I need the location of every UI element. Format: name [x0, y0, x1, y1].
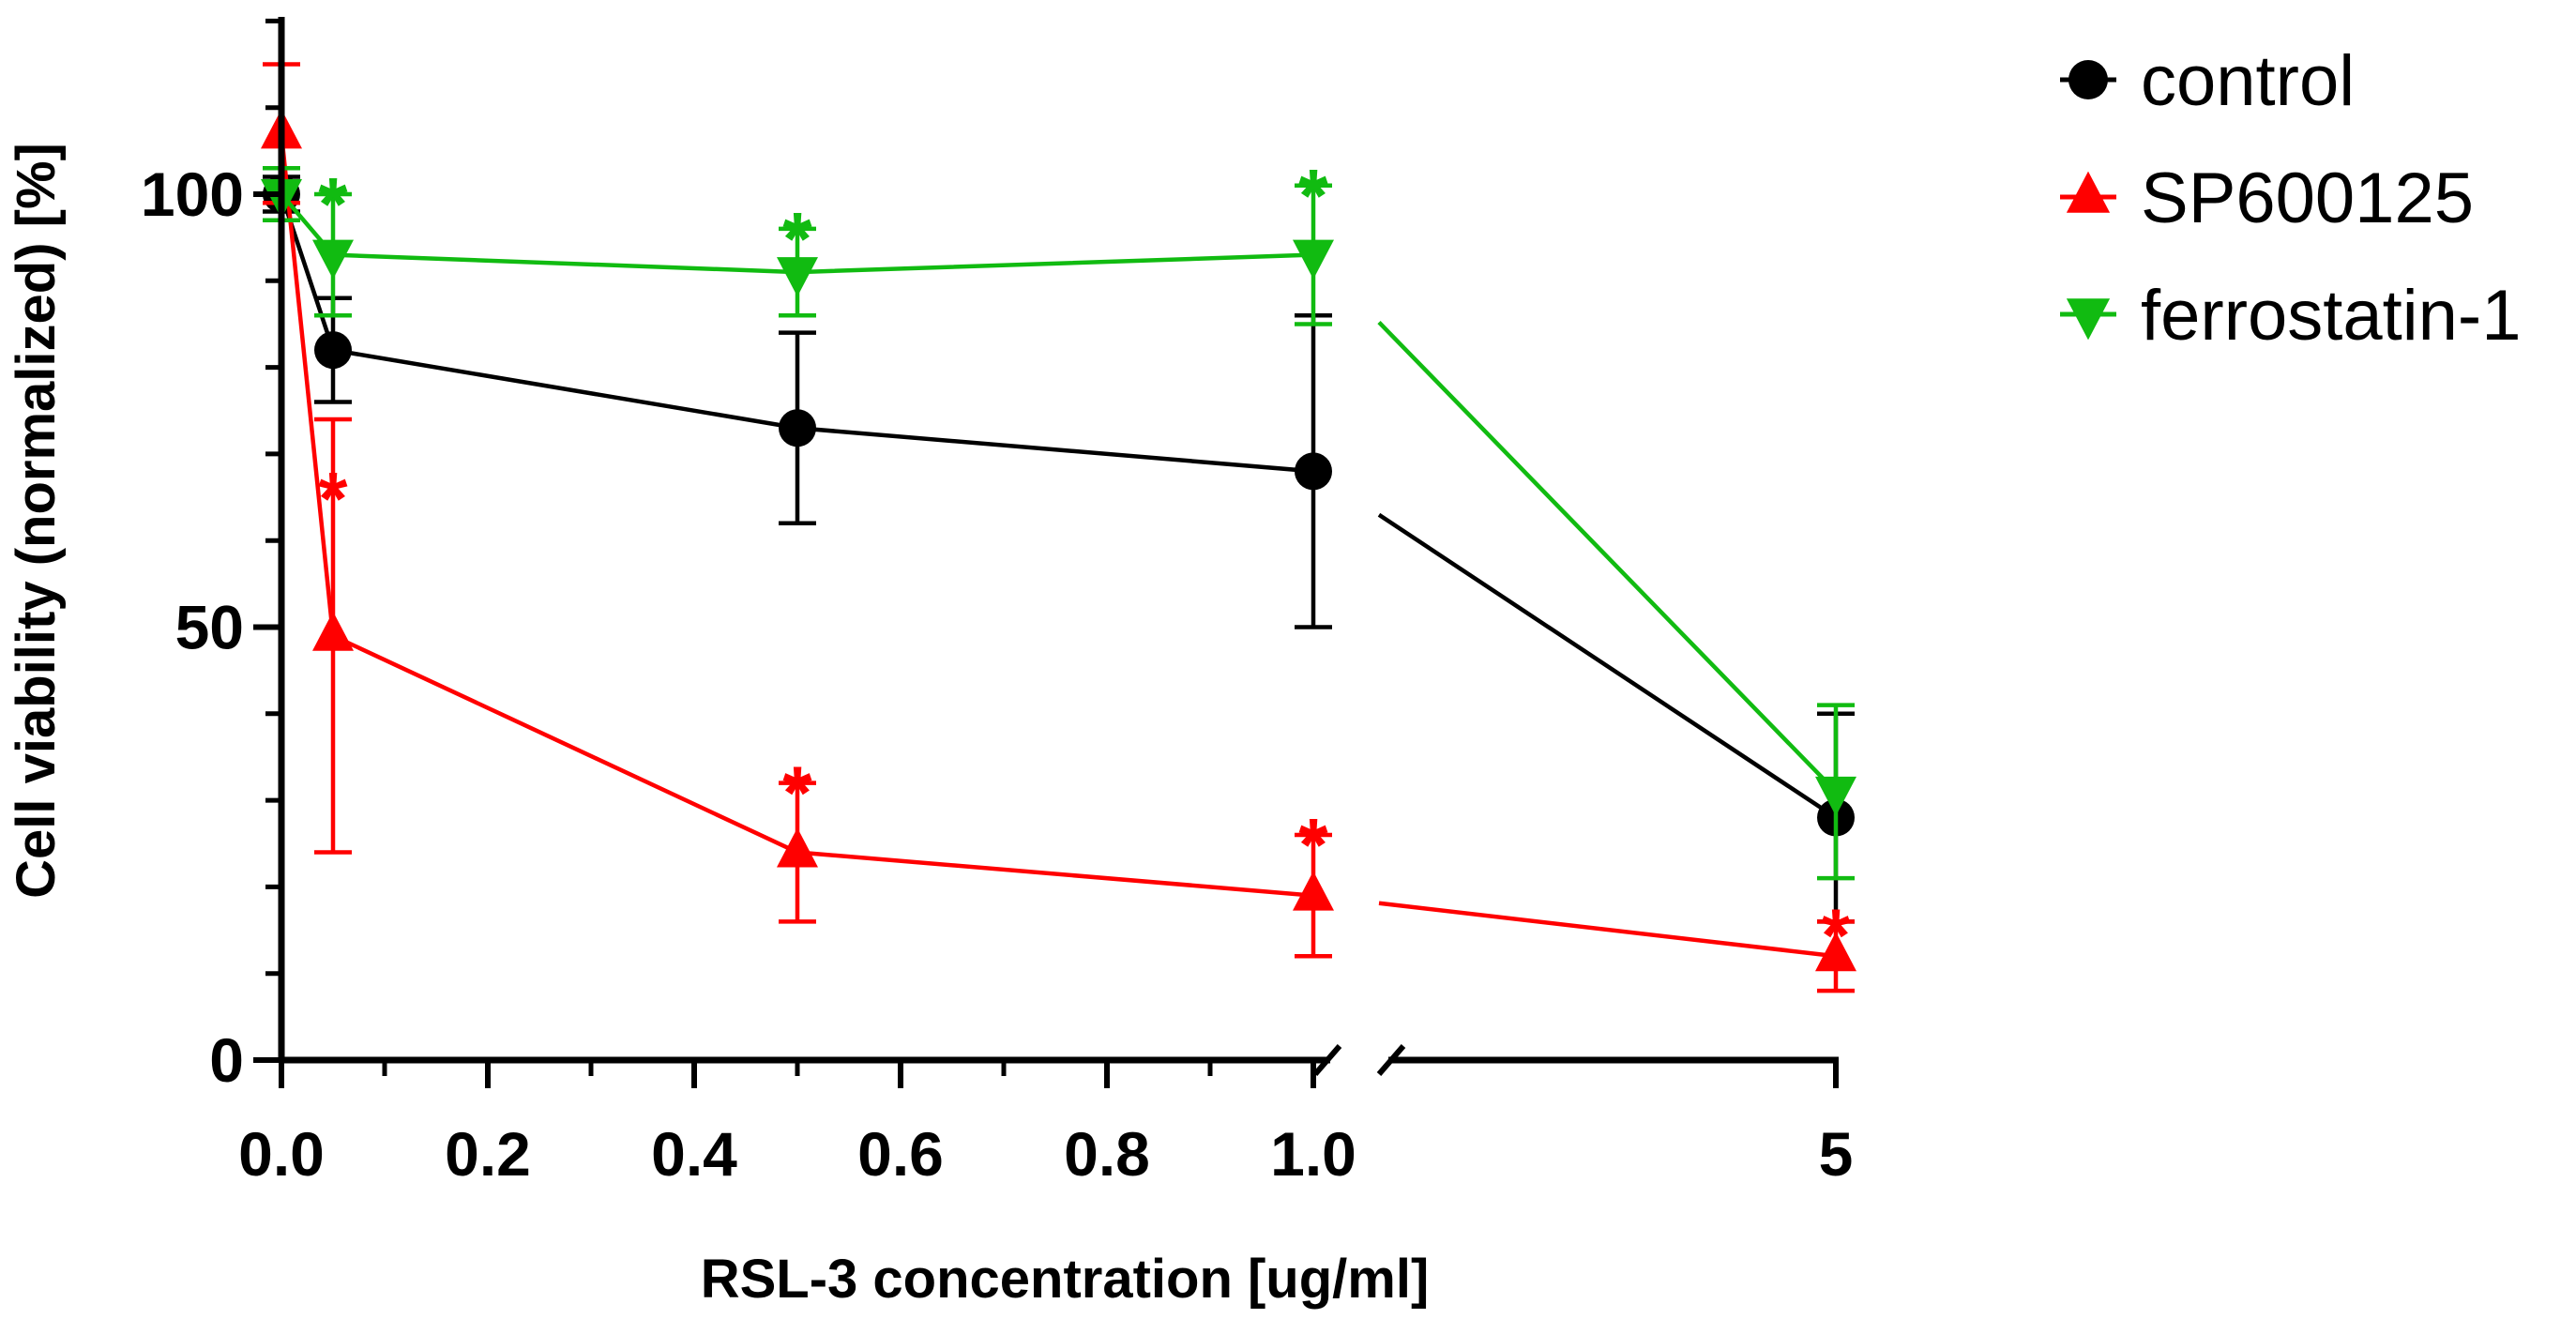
series-line-after-break — [1378, 901, 1837, 959]
legend-label: ferrostatin-1 — [2141, 276, 2522, 356]
significance-star: * — [1298, 803, 1328, 887]
y-axis-title: Cell viability (normalized) [%] — [6, 143, 67, 899]
data-point — [2068, 60, 2108, 99]
series-layer: * * * * * * * — [261, 62, 1856, 993]
data-point — [312, 611, 354, 651]
data-point — [1295, 452, 1332, 491]
legend-item-control: control — [2060, 41, 2355, 121]
significance-star: * — [782, 751, 812, 835]
x-tick-label: 0.6 — [857, 1119, 944, 1189]
axis-break-mark — [1312, 1044, 1342, 1076]
series-line-after-break — [1377, 512, 1838, 820]
series-line — [279, 193, 1314, 474]
legend-label: control — [2141, 41, 2355, 121]
data-point — [1293, 871, 1334, 911]
x-tick-label: 1.0 — [1270, 1119, 1356, 1189]
data-point — [777, 827, 818, 868]
y-tick-label: 100 — [141, 159, 244, 229]
significance-star: * — [782, 197, 812, 280]
axis-break-mark — [1376, 1044, 1406, 1076]
legend: control SP600125 ferrostatin-1 — [2060, 41, 2522, 356]
data-point — [777, 257, 818, 297]
significance-star: * — [318, 162, 348, 246]
data-point — [1815, 776, 1856, 816]
x-tick-label: 0.2 — [445, 1119, 531, 1189]
y-tick-label: 50 — [175, 593, 244, 662]
data-point — [1293, 239, 1334, 280]
data-point — [2066, 298, 2111, 341]
legend-item-ferrostatin-1: ferrostatin-1 — [2060, 276, 2522, 356]
series-SP600125: * * * * — [261, 62, 1856, 993]
data-point — [779, 409, 816, 447]
x-tick-label: 5 — [1819, 1119, 1854, 1189]
x-tick-label: 0.8 — [1064, 1119, 1150, 1189]
series-ferrostatin-1: * * * — [261, 154, 1856, 881]
x-tick-label: 0.0 — [238, 1119, 325, 1189]
data-point — [314, 331, 352, 370]
data-point — [1815, 932, 1856, 972]
series-line — [279, 133, 1314, 898]
significance-star: * — [1298, 154, 1328, 237]
y-tick-label: 0 — [209, 1025, 244, 1095]
series-line — [280, 192, 1314, 275]
legend-item-SP600125: SP600125 — [2060, 159, 2474, 238]
legend-label: SP600125 — [2141, 159, 2474, 238]
series-control — [263, 174, 1855, 924]
significance-star: * — [1821, 893, 1851, 977]
data-point — [312, 239, 354, 280]
x-tick-label: 0.4 — [651, 1119, 737, 1189]
series-line-after-break — [1377, 320, 1838, 794]
data-point — [2066, 171, 2111, 213]
x-axis-title: RSL-3 concentration [ug/ml] — [701, 1249, 1430, 1310]
axes-layer: 0 50 100 0.0 0.2 0.4 0.6 0.8 1.0 5 — [141, 17, 1853, 1189]
significance-star: * — [318, 457, 348, 540]
